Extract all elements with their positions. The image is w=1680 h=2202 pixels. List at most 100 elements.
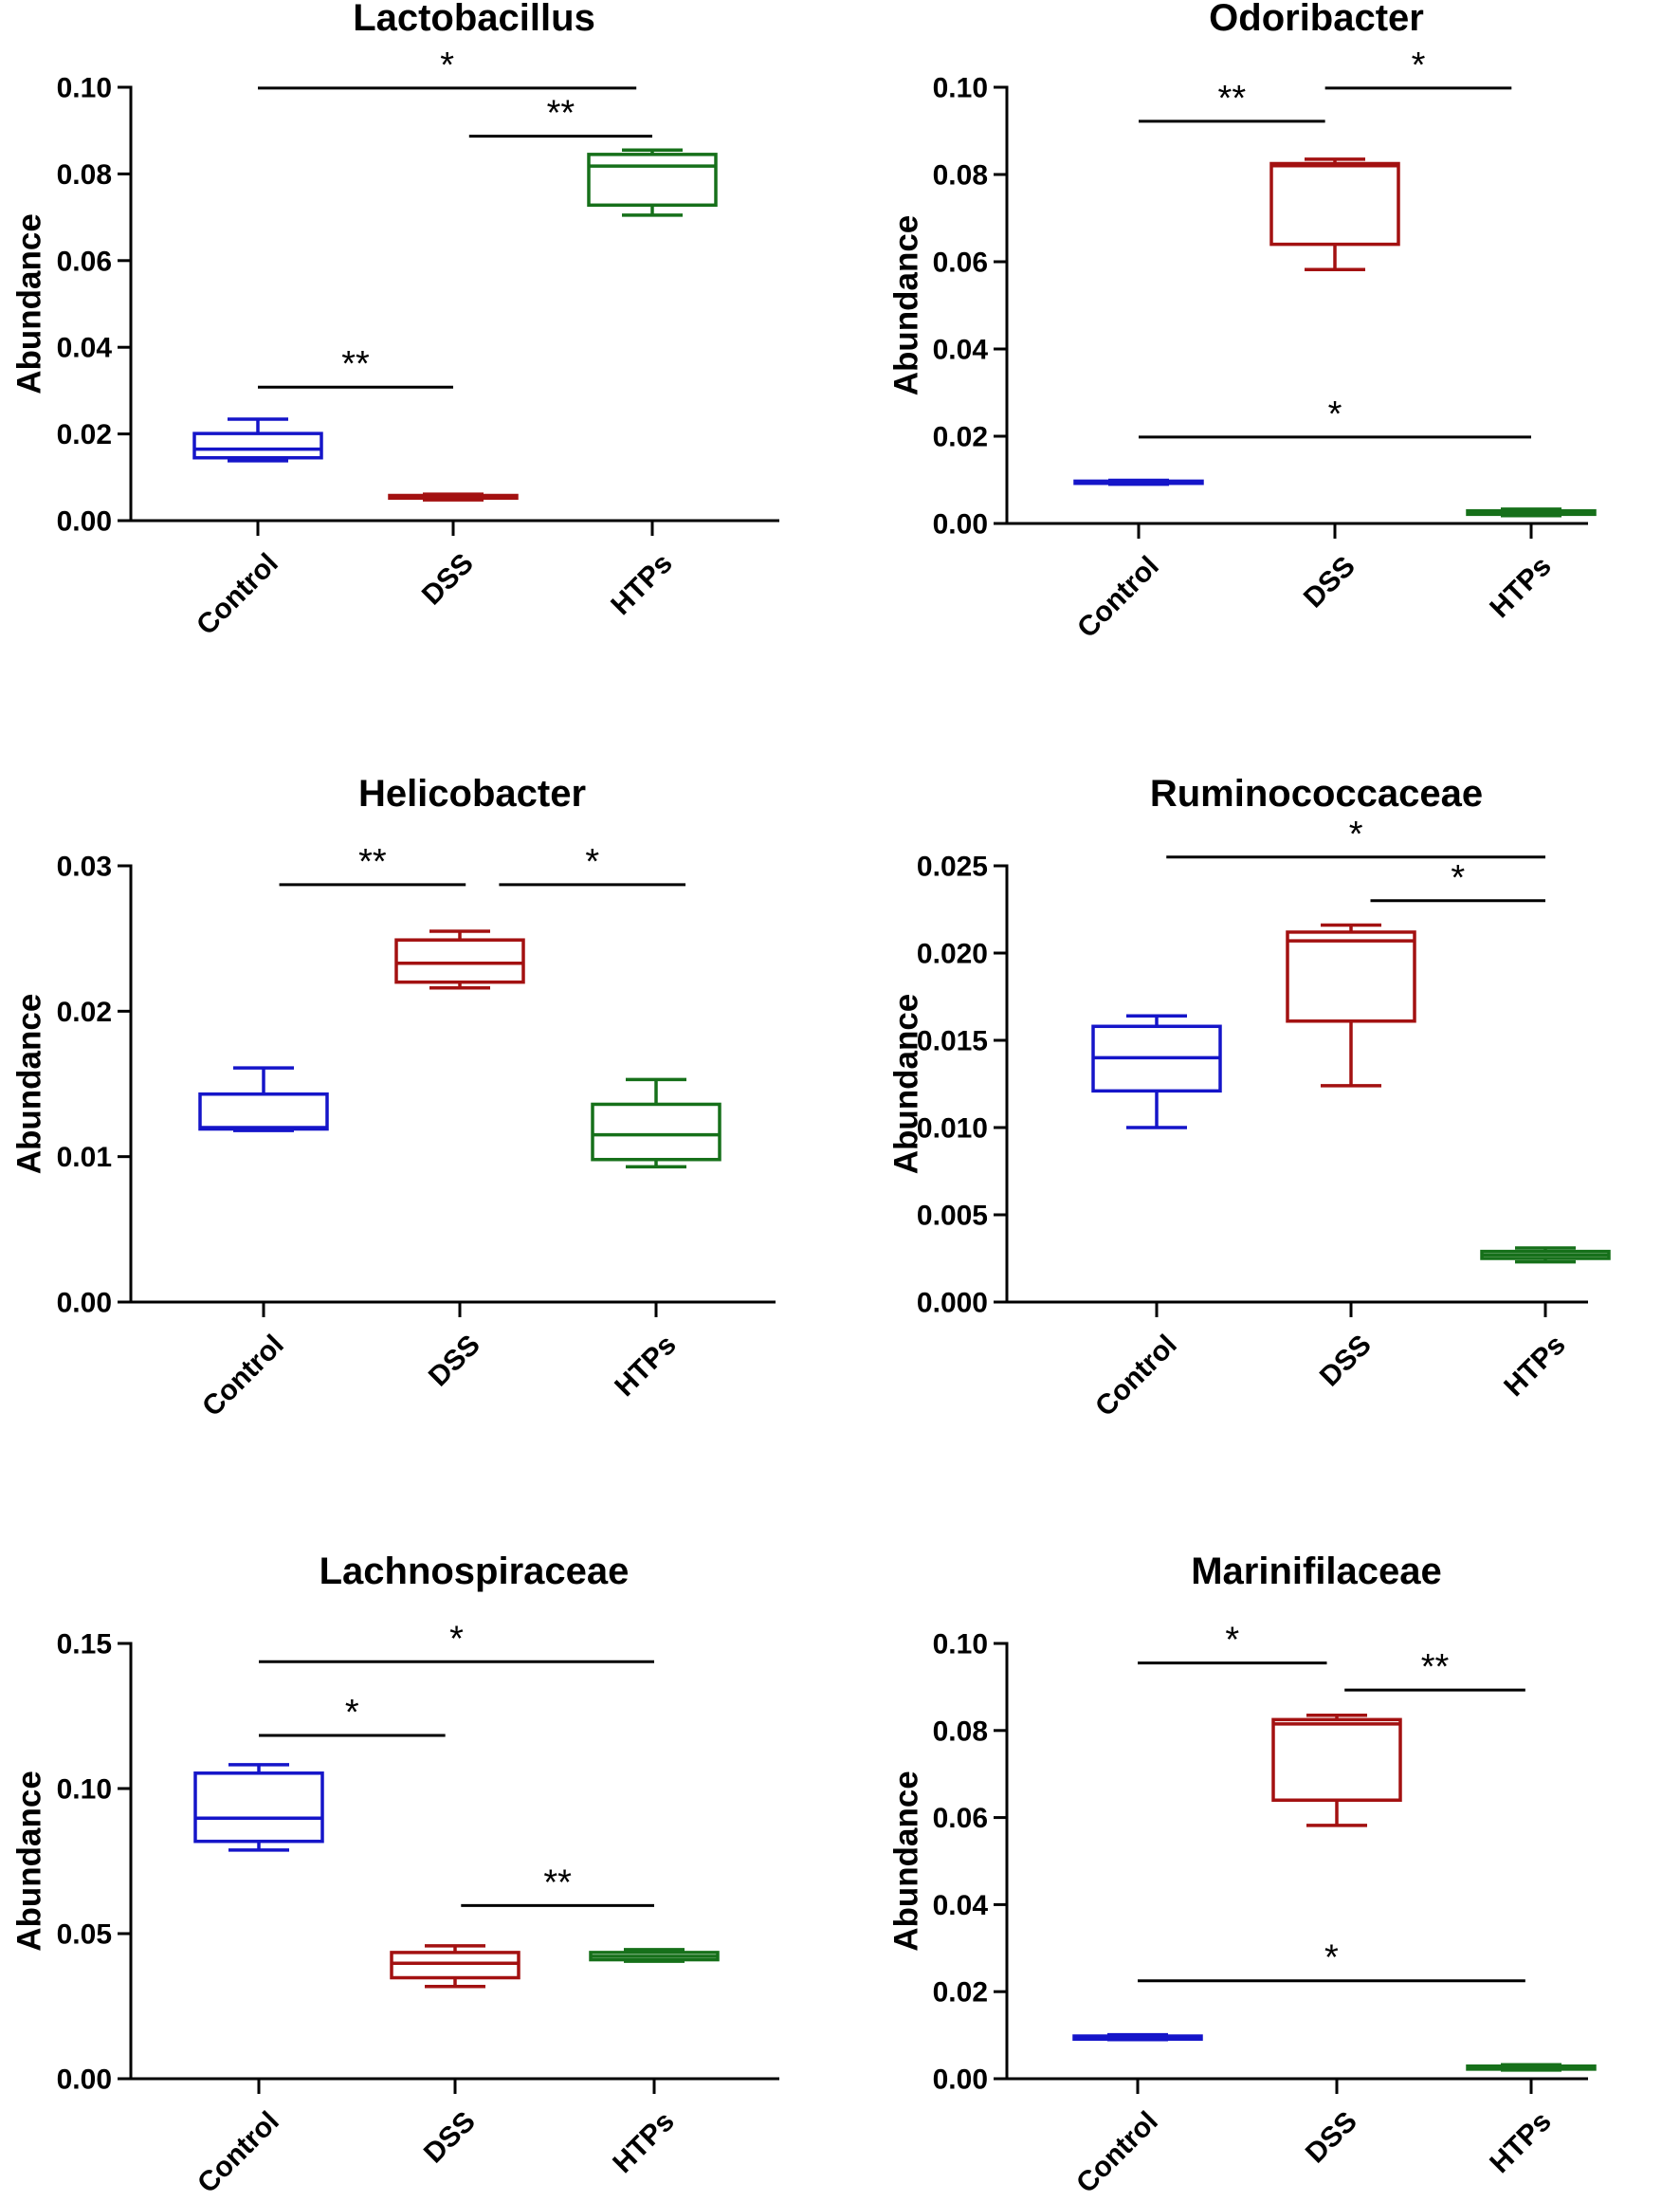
y-tick-label: 0.10	[57, 1774, 112, 1806]
y-axis-label: Abundance	[10, 213, 47, 395]
y-tick-label: 0.01	[57, 1142, 112, 1173]
significance-marker: *	[259, 1693, 446, 1737]
y-tick-label: 0.06	[933, 1803, 988, 1834]
chart-title: Odoribacter	[1209, 0, 1424, 39]
chart-panel: Ruminococcaceae Abundance 0.000 0.005 0.010 0…	[887, 773, 1611, 1422]
y-tick-label: 0.15	[57, 1629, 112, 1661]
significance-label: **	[341, 344, 370, 384]
significance-marker: *	[1139, 395, 1531, 439]
x-tick-label: HTPs	[605, 547, 679, 621]
chart-title: Helicobacter	[358, 773, 586, 815]
significance-marker: *	[1324, 46, 1512, 90]
y-axis-label: Abundance	[887, 1771, 924, 1952]
significance-label: *	[1324, 1938, 1339, 1978]
y-tick-label: 0.020	[917, 939, 988, 970]
significance-label: *	[1349, 815, 1363, 854]
significance-label: **	[1421, 1647, 1450, 1687]
significance-marker: *	[1138, 1621, 1327, 1665]
significance-marker: *	[258, 46, 637, 90]
y-tick-label: 0.03	[57, 852, 112, 883]
y-tick-label: 0.02	[933, 1977, 988, 2009]
box-dss	[388, 492, 519, 502]
y-tick-label: 0.015	[917, 1026, 988, 1057]
x-tick-label: HTPs	[1484, 2105, 1558, 2179]
significance-label: *	[440, 46, 454, 85]
significance-label: **	[543, 1863, 572, 1902]
chart-panel: Odoribacter Abundance 0.00 0.02 0.04 0.06 0.08…	[887, 0, 1597, 644]
significance-marker: *	[1166, 815, 1545, 859]
box-rect	[1271, 1717, 1402, 1802]
significance-marker: **	[279, 842, 466, 887]
box-dss	[1269, 157, 1400, 272]
significance-marker: **	[461, 1863, 654, 1907]
y-tick-label: 0.02	[933, 422, 988, 453]
x-tick-label: DSS	[1314, 1329, 1378, 1392]
box-htps	[591, 1077, 721, 1169]
box-control	[1072, 2032, 1203, 2042]
box-dss	[1271, 1713, 1402, 1827]
significance-label: *	[1328, 395, 1342, 434]
chart-title: Lachnospiraceae	[320, 1551, 630, 1592]
y-tick-label: 0.00	[57, 506, 112, 538]
y-tick-label: 0.04	[933, 335, 989, 366]
y-tick-label: 0.04	[57, 333, 113, 364]
y-tick-label: 0.00	[933, 2064, 988, 2096]
x-tick-label: Control	[1070, 2105, 1164, 2197]
y-tick-label: 0.00	[57, 1288, 112, 1319]
significance-marker: **	[1344, 1647, 1525, 1692]
x-tick-label: HTPs	[1498, 1329, 1572, 1403]
box-rect	[394, 938, 525, 984]
box-htps	[1466, 2063, 1597, 2072]
box-dss	[394, 929, 525, 990]
x-tick-label: HTPs	[1484, 550, 1558, 624]
x-tick-label: Control	[192, 2105, 285, 2197]
chart-panel: Lactobacillus Abundance 0.00 0.02 0.04 0.06 0.…	[10, 0, 779, 641]
y-axis-label: Abundance	[887, 994, 924, 1175]
x-tick-label: Control	[196, 1329, 290, 1422]
x-tick-label: Control	[191, 547, 284, 641]
x-tick-label: DSS	[416, 547, 480, 611]
box-control	[198, 1066, 329, 1132]
significance-label: **	[358, 842, 387, 882]
y-tick-label: 0.08	[933, 1716, 988, 1747]
box-dss	[1286, 923, 1416, 1088]
box-control	[193, 1763, 324, 1852]
box-htps	[1466, 507, 1597, 518]
x-tick-label: HTPs	[609, 1329, 683, 1403]
y-tick-label: 0.025	[917, 852, 988, 883]
box-rect	[591, 1102, 721, 1162]
y-tick-label: 0.010	[917, 1113, 988, 1145]
significance-marker: **	[258, 344, 453, 389]
box-htps	[1480, 1246, 1611, 1264]
chart-title: Lactobacillus	[353, 0, 595, 39]
box-control	[192, 417, 323, 463]
significance-marker: **	[468, 94, 652, 138]
y-axis-label: Abundance	[887, 215, 924, 396]
significance-label: **	[1218, 79, 1247, 119]
x-tick-label: DSS	[418, 2105, 482, 2169]
significance-label: *	[1225, 1621, 1239, 1661]
significance-label: *	[449, 1619, 464, 1659]
box-control	[1091, 1014, 1222, 1129]
significance-label: *	[1451, 858, 1465, 898]
significance-marker: *	[499, 842, 686, 887]
x-tick-label: Control	[1089, 1329, 1183, 1422]
y-tick-label: 0.06	[933, 248, 988, 279]
y-tick-label: 0.02	[57, 997, 112, 1028]
x-tick-label: DSS	[423, 1329, 486, 1392]
y-tick-label: 0.00	[57, 2064, 112, 2096]
box-rect	[192, 431, 323, 460]
box-rect	[198, 1092, 329, 1131]
box-rect	[587, 153, 718, 208]
y-axis-label: Abundance	[10, 1771, 47, 1952]
y-tick-label: 0.10	[57, 73, 112, 104]
chart-title: Marinifilaceae	[1191, 1551, 1442, 1592]
y-tick-label: 0.04	[933, 1890, 989, 1921]
box-rect	[193, 1771, 324, 1844]
box-htps	[587, 148, 718, 217]
box-rect	[1286, 930, 1416, 1023]
box-htps	[589, 1948, 720, 1963]
y-tick-label: 0.00	[933, 509, 988, 541]
y-tick-label: 0.10	[933, 73, 988, 104]
